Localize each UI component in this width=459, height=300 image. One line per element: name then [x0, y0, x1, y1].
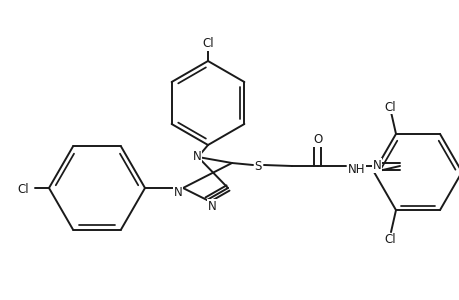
Text: N: N — [207, 200, 216, 213]
Text: NH: NH — [347, 163, 365, 176]
Text: O: O — [313, 133, 322, 146]
Text: Cl: Cl — [383, 101, 395, 114]
Text: N: N — [173, 186, 182, 199]
Text: S: S — [254, 160, 261, 173]
Text: Cl: Cl — [383, 233, 395, 246]
Text: Cl: Cl — [17, 183, 29, 196]
Text: Cl: Cl — [202, 37, 213, 50]
Text: N: N — [192, 150, 201, 163]
Text: N: N — [372, 159, 381, 172]
